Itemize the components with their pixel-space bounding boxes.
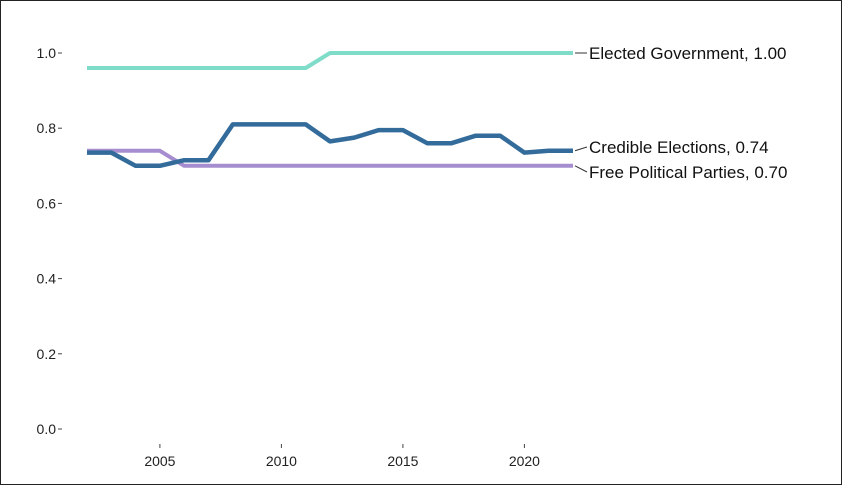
- y-tick-label: 0.6: [37, 195, 57, 211]
- series-end-labels: Elected Government, 1.00 Credible Electio…: [574, 44, 787, 182]
- series-end-label: Elected Government, 1.00: [589, 44, 787, 63]
- label-leader-line: [574, 165, 588, 173]
- series-lines: [87, 51, 573, 169]
- series-line-elected-government: [87, 51, 573, 70]
- y-tick-label: 1.0: [37, 45, 57, 61]
- x-axis: 2005 2010 2015 2020: [144, 444, 540, 469]
- y-axis: 0.0 0.2 0.4 0.6 0.8 1.0: [37, 45, 62, 437]
- y-tick-label: 0.8: [37, 120, 57, 136]
- x-tick-label: 2005: [144, 453, 175, 469]
- x-tick-label: 2020: [509, 453, 540, 469]
- y-tick-label: 0.0: [37, 421, 57, 437]
- x-tick-label: 2010: [266, 453, 297, 469]
- series-end-label: Free Political Parties, 0.70: [589, 163, 787, 182]
- series-end-label: Credible Elections, 0.74: [589, 138, 769, 157]
- series-line-free-political-parties: [87, 148, 573, 168]
- y-tick-label: 0.2: [37, 346, 57, 362]
- y-tick-label: 0.4: [37, 271, 57, 287]
- series-line-credible-elections: [87, 122, 573, 169]
- label-leader-line: [574, 146, 588, 152]
- x-tick-label: 2015: [387, 453, 418, 469]
